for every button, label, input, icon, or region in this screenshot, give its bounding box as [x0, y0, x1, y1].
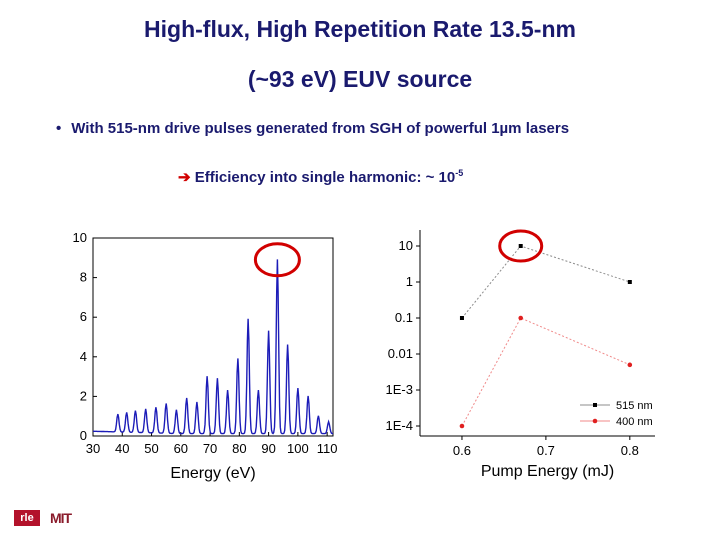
efficiency-y-tick-label: 1E-4 [386, 418, 413, 433]
spectrum-y-tick-label: 0 [80, 428, 87, 443]
efficiency-y-tick-label: 1E-3 [386, 382, 413, 397]
bullet-text: With 515-nm drive pulses generated from … [71, 120, 570, 137]
legend-marker-515nm [593, 403, 597, 407]
bullet-dot-icon: • [56, 120, 62, 137]
efficiency-y-tick-label: 0.01 [388, 346, 413, 361]
mit-logo: MIT [50, 510, 72, 526]
spectrum-y-tick-label: 6 [80, 309, 87, 324]
slide-title-line1: High-flux, High Repetition Rate 13.5-nm [144, 16, 576, 42]
spectrum-x-tick-label: 110 [317, 441, 338, 456]
legend-label-515nm: 515 nm [616, 400, 653, 412]
efficiency-text: Efficiency into single harmonic: ~ 10 [194, 169, 456, 186]
efficiency-exponent: -5 [455, 168, 464, 178]
spectrum-plot-frame [92, 237, 334, 437]
spectrum-y-tick-label: 8 [80, 270, 87, 285]
efficiency-x-tick-label: 0.7 [537, 443, 555, 458]
spectrum-x-tick-label: 100 [287, 441, 309, 456]
spectrum-x-tick-label: 50 [144, 441, 158, 456]
spectrum-y-tick-label: 10 [73, 230, 87, 245]
efficiency-point-515nm [459, 316, 464, 320]
efficiency-line: ➔ Efficiency into single harmonic: ~ 10-… [178, 168, 463, 186]
efficiency-y-tick-label: 10 [399, 238, 413, 253]
efficiency-x-tick-label: 0.6 [453, 443, 471, 458]
efficiency-point-515nm [627, 280, 632, 284]
spectrum-highlight-circle [253, 242, 301, 278]
efficiency-y-tick-label: 0.1 [395, 310, 413, 325]
efficiency-y-tick-label: 1 [406, 274, 413, 289]
efficiency-point-515nm [518, 244, 523, 248]
legend-label-400nm: 400 nm [616, 416, 653, 428]
spectrum-x-tick-label: 30 [86, 441, 100, 456]
spectrum-x-tick-label: 40 [115, 441, 129, 456]
efficiency-series-line-515nm [461, 245, 630, 319]
efficiency-highlight-circle [498, 229, 544, 263]
spectrum-y-tick-label: 2 [80, 388, 87, 403]
spectrum-x-tick-label: 70 [203, 441, 217, 456]
efficiency-point-400nm [518, 315, 524, 321]
slide-title-line2: (~93 eV) EUV source [247, 66, 473, 92]
bullet-point: • With 515-nm drive pulses generated from… [56, 120, 569, 137]
spectrum-x-tick-label: 60 [174, 441, 188, 456]
legend-marker-400nm [592, 418, 598, 424]
efficiency-series-line-400nm [461, 317, 630, 427]
efficiency-x-tick-label: 0.8 [621, 443, 639, 458]
spectrum-x-tick-label: 80 [232, 441, 246, 456]
efficiency-point-400nm [459, 423, 465, 429]
spectrum-x-tick-label: 90 [261, 441, 275, 456]
right-arrow-icon: ➔ [178, 169, 191, 186]
efficiency-point-400nm [627, 362, 633, 368]
rle-logo: rle [14, 510, 40, 526]
spectrum-series-line [92, 259, 333, 435]
efficiency-x-axis-label: Pump Energy (mJ) [481, 463, 614, 480]
spectrum-y-tick-label: 4 [80, 349, 87, 364]
spectrum-x-axis-label: Energy (eV) [170, 465, 255, 482]
